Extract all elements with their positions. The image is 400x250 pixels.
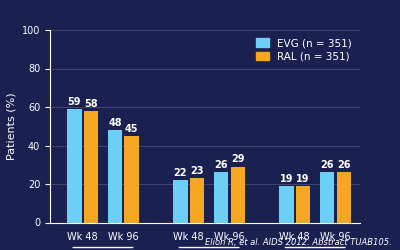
Bar xyxy=(190,178,204,222)
Text: 22: 22 xyxy=(174,168,187,178)
Text: 45: 45 xyxy=(125,124,138,134)
Bar xyxy=(67,109,82,222)
Bar xyxy=(108,130,122,222)
Y-axis label: Patients (%): Patients (%) xyxy=(6,92,16,160)
Text: 26: 26 xyxy=(214,160,228,170)
Text: 19: 19 xyxy=(280,174,293,184)
Bar xyxy=(173,180,188,222)
Text: 59: 59 xyxy=(68,96,81,106)
Legend: EVG (n = 351), RAL (n = 351): EVG (n = 351), RAL (n = 351) xyxy=(253,35,355,64)
Bar xyxy=(296,186,310,222)
Bar xyxy=(214,172,228,222)
Bar xyxy=(336,172,351,222)
Text: 26: 26 xyxy=(337,160,351,170)
Text: 29: 29 xyxy=(231,154,245,164)
Bar xyxy=(320,172,334,222)
Text: 19: 19 xyxy=(296,174,310,184)
Text: Elion R, et al. AIDS 2012. Abstract TUAB105.: Elion R, et al. AIDS 2012. Abstract TUAB… xyxy=(205,238,392,248)
Bar xyxy=(230,167,245,222)
Bar xyxy=(124,136,139,222)
Text: 58: 58 xyxy=(84,98,98,108)
Bar xyxy=(84,111,98,222)
Bar xyxy=(279,186,294,222)
Text: 26: 26 xyxy=(320,160,334,170)
Text: 23: 23 xyxy=(190,166,204,176)
Text: 48: 48 xyxy=(108,118,122,128)
